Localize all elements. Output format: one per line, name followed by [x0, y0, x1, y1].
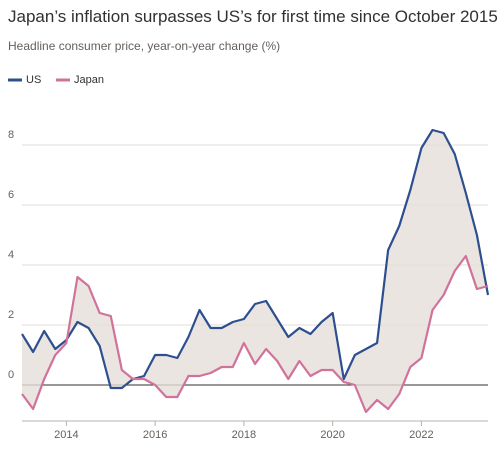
- y-tick-label: 4: [8, 249, 14, 261]
- x-tick-label: 2016: [143, 429, 167, 441]
- chart-subtitle: Headline consumer price, year-on-year ch…: [8, 39, 280, 53]
- y-tick-label: 0: [8, 369, 14, 381]
- x-tick-label: 2018: [232, 429, 256, 441]
- series-line: [21, 254, 489, 414]
- legend-label: US: [26, 74, 41, 86]
- legend-label: Japan: [74, 74, 104, 86]
- chart-title: Japan’s inflation surpasses US’s for fir…: [8, 7, 498, 26]
- y-tick-label: 6: [8, 189, 14, 201]
- series-line: [21, 128, 490, 390]
- x-tick-label: 2014: [54, 429, 78, 441]
- x-tick-label: 2022: [409, 429, 433, 441]
- y-tick-label: 8: [8, 129, 14, 141]
- gap-shading: [22, 130, 488, 412]
- y-tick-label: 2: [8, 309, 14, 321]
- x-tick-label: 2020: [320, 429, 344, 441]
